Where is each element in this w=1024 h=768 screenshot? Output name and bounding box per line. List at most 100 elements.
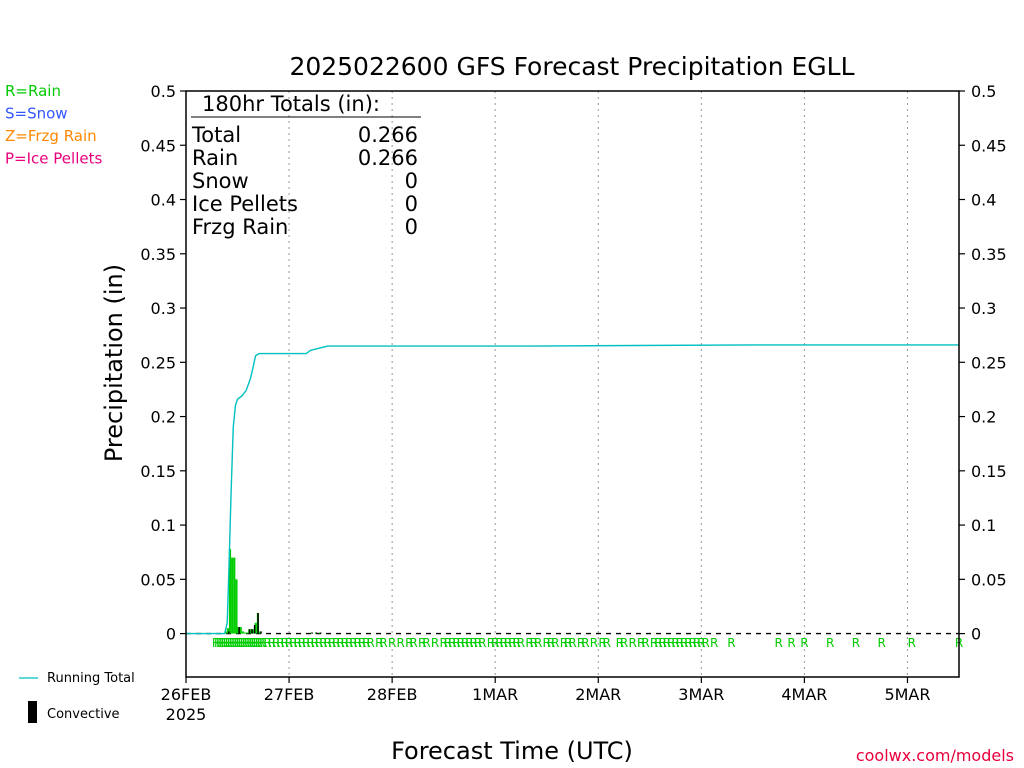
ptype-marker: R [341,636,349,650]
ptype-marker: R [336,636,344,650]
ptype-marker: R [332,636,340,650]
x-tick-label: 26FEB [161,685,212,704]
ptype-marker: R [654,636,662,650]
y-tick-label-right: 0.25 [971,353,1007,372]
rain-bar [228,548,232,634]
ptype-marker: R [457,636,465,650]
ptype-marker: R [268,636,276,650]
convective-legend-swatch [28,701,37,723]
ptype-marker: R [543,636,551,650]
ptype-marker: R [774,636,782,650]
ptype-marker: R [293,636,301,650]
credit-text: coolwx.com/models [856,746,1014,765]
y-tick-label-right: 0.3 [971,299,996,318]
rain-bar [241,631,244,634]
x-tick-label: 2MAR [575,685,621,704]
y-tick-label-right: 0.35 [971,245,1007,264]
ptype-marker: R [240,636,248,650]
x-tick-label: 4MAR [781,685,827,704]
x-tick-label: 28FEB [367,685,418,704]
ptype-marker: R [231,636,239,650]
ptype-marker: R [701,636,709,650]
ptype-marker: R [251,636,259,650]
totals-box: 180hr Totals (in): Total 0.266 Rain 0.266 Sn… [191,92,421,239]
ptype-marker: R [852,636,860,650]
ptype-marker: R [302,636,310,650]
ptype-marker: R [616,636,624,650]
y-axis-ticks: 0 00.05 0.050.1 0.10.15 0.150.2 0.20.25 0.250.… [140,82,1006,644]
ptype-marker: R [388,636,396,650]
ptype-marker: R [212,636,220,650]
ptype-marker: R [878,636,886,650]
ptype-marker: R [214,636,222,650]
ptype-marker: R [220,636,228,650]
ptype-marker: R [650,636,658,650]
rain-bar [259,631,262,634]
ptype-marker: R [319,636,327,650]
ptype-marker: R [315,636,323,650]
ptype-marker: R [444,636,452,650]
ptype-marker: R [530,636,538,650]
ptype-marker: R [461,636,469,650]
y-tick-label-left: 0.15 [140,462,176,481]
chart-title: 2025022600 GFS Forecast Precipitation EG… [289,52,854,81]
totals-row-value: 0.266 [358,146,418,170]
totals-row-label: Ice Pellets [192,192,298,216]
rain-bar [252,629,255,634]
ptype-marker: R [491,636,499,650]
ptype-marker: R [285,636,293,650]
ptype-marker: R [242,636,250,650]
y-tick-label-right: 0.5 [971,82,996,101]
ptype-marker: R [564,636,572,650]
convective-legend-label: Convective [47,707,120,722]
ptype-marker: R [663,636,671,650]
y-tick-label-right: 0.45 [971,136,1007,155]
ptype-marker: R [500,636,508,650]
ptype-marker: R [216,636,224,650]
ptype-marker: R [508,636,516,650]
x-tick-label: 3MAR [678,685,724,704]
x-axis-label: Forecast Time (UTC) [391,737,633,765]
ptype-marker: R [517,636,525,650]
ptype-marker: R [620,636,628,650]
y-axis-label: Precipitation (in) [100,264,128,462]
ptype-marker: R [590,636,598,650]
ptype-marker: R [362,636,370,650]
totals-heading: 180hr Totals (in): [202,92,380,116]
ptype-marker: R [354,636,362,650]
ptype-legend: R=Rain S=Snow Z=Frzg Rain P=Ice Pellets [5,82,102,168]
y-tick-label-right: 0 [971,625,981,644]
rain-bar [233,557,236,634]
ptype-marker: R [244,636,252,650]
ptype-marker: R [487,636,495,650]
y-tick-label-left: 0.1 [151,516,176,535]
precip-bars [224,548,322,634]
x-tick-sublabel: 2025 [166,705,207,724]
ptype-marker: R [345,636,353,650]
rain-bar [224,631,227,634]
ptype-marker: R [676,636,684,650]
ptype-marker: R [547,636,555,650]
y-tick-label-left: 0.25 [140,353,176,372]
ptype-marker: R [379,636,387,650]
ptype-legend-entry: Z=Frzg Rain [5,127,97,145]
ptype-marker: R [298,636,306,650]
ptype-marker: R [397,636,405,650]
y-tick-label-left: 0.4 [151,191,176,210]
convective-bar [248,629,251,634]
ptype-marker: R [366,636,374,650]
ptype-marker: R [418,636,426,650]
ptype-marker: R [577,636,585,650]
totals-row-value: 0 [405,215,418,239]
plot-frame [185,90,960,678]
ptype-marker: R [328,636,336,650]
convective-bar [260,631,262,634]
totals-row-value: 0 [405,192,418,216]
ptype-marker: R [826,636,834,650]
ptype-marker: R [229,636,237,650]
convective-bar [311,632,313,634]
ptype-marker: R [276,636,284,650]
rain-bar [226,628,229,634]
convective-bar [228,631,230,634]
